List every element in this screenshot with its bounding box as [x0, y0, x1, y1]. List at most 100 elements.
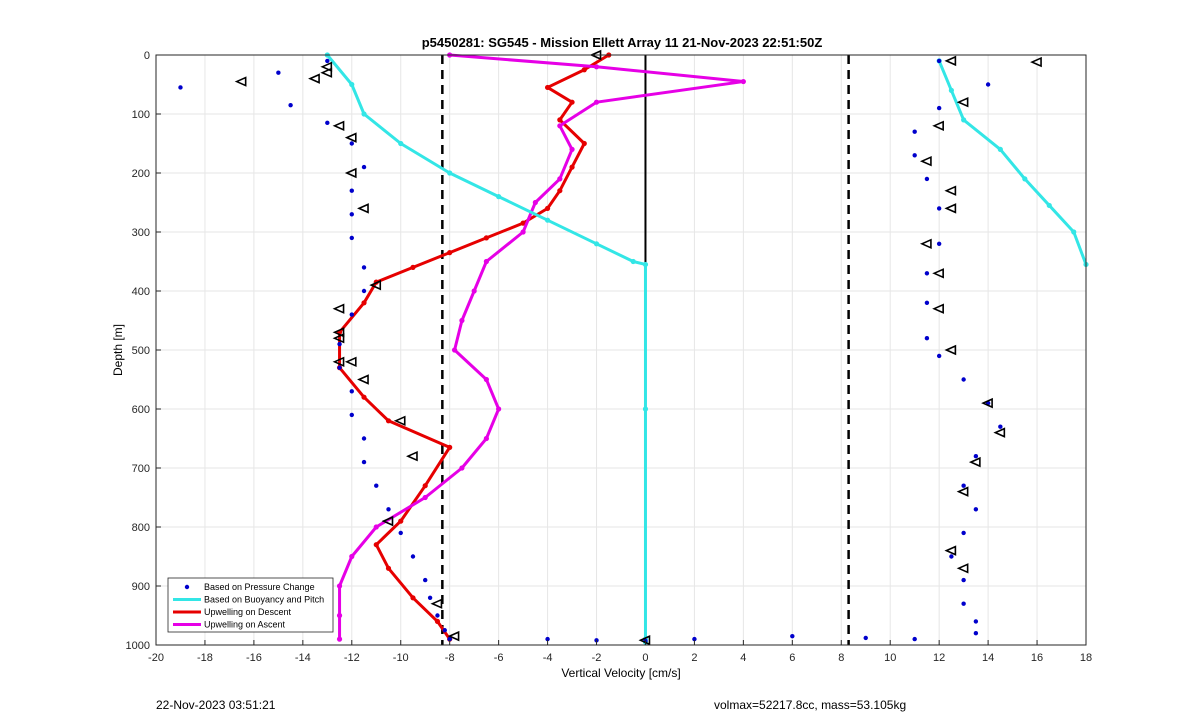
triangle-marker [393, 415, 406, 427]
pressure-change-point [349, 141, 354, 146]
triangle-marker [956, 486, 969, 497]
triangle-marker [406, 450, 418, 462]
pressure-change-point [442, 628, 447, 633]
x-tick-label: 6 [789, 652, 795, 664]
pressure-change-point [936, 241, 942, 246]
upwelling-on-ascent-point [532, 199, 538, 206]
pressure-change-point [936, 105, 942, 111]
pressure-change-point [361, 459, 367, 465]
legend-label: Upwelling on Descent [204, 607, 292, 617]
pressure-change-point [349, 212, 354, 217]
pressure-change-point [410, 554, 416, 559]
based-on-buoyancy-and-pitch-point [447, 170, 453, 176]
triangle-marker [919, 238, 932, 250]
legend-label: Upwelling on Ascent [204, 620, 286, 630]
triangle-marker [320, 61, 333, 73]
pressure-change-point [349, 389, 354, 394]
triangle-marker [993, 427, 1006, 438]
based-on-buoyancy-and-pitch-line [937, 60, 1088, 265]
triangle-marker [332, 356, 345, 368]
x-tick-label: 8 [838, 652, 844, 664]
upwelling-on-ascent-point [336, 583, 343, 589]
pressure-change-point [398, 530, 403, 536]
triangle-marker [932, 303, 944, 314]
x-tick-label: -6 [494, 652, 504, 664]
pressure-change-point [435, 613, 440, 618]
upwelling-on-descent-point [581, 140, 587, 147]
pressure-change-point [178, 85, 183, 90]
pressure-change-point [423, 577, 428, 583]
upwelling-on-descent-point [544, 205, 551, 211]
pressure-change-point [973, 507, 979, 512]
y-tick-label: 700 [132, 463, 150, 475]
upwelling-on-ascent-point [496, 406, 502, 412]
x-tick-label: -10 [393, 652, 409, 664]
pressure-change-point [973, 619, 979, 624]
triangle-marker [956, 96, 969, 108]
upwelling-on-ascent-point [593, 99, 600, 105]
pressure-change-point [361, 265, 367, 270]
based-on-buoyancy-and-pitch-point [398, 140, 404, 147]
pressure-change-point [973, 454, 979, 459]
based-on-buoyancy-and-pitch-point [630, 258, 636, 265]
triangle-marker [430, 598, 443, 609]
upwelling-on-descent-point [361, 394, 367, 400]
chart-title: p5450281: SG545 - Mission Ellett Array 1… [422, 35, 823, 50]
upwelling-on-ascent-point [740, 78, 746, 85]
based-on-buoyancy-and-pitch-point [361, 111, 367, 117]
legend-label: Based on Buoyancy and Pitch [204, 595, 324, 605]
pressure-change-point [337, 365, 342, 370]
triangle-marker [332, 120, 345, 132]
y-axis-label: Depth [m] [111, 324, 125, 376]
upwelling-on-ascent-point [459, 465, 465, 471]
x-tick-label: 12 [933, 652, 945, 664]
pressure-change-point [790, 633, 795, 639]
y-tick-label: 100 [132, 109, 150, 121]
upwelling-on-descent-point [581, 67, 587, 73]
upwelling-on-ascent-point [557, 123, 563, 129]
triangle-marker [369, 279, 382, 291]
triangle-marker [932, 120, 944, 132]
y-tick-label: 600 [132, 404, 150, 416]
pressure-change-point [361, 164, 367, 170]
upwelling-on-ascent-point [483, 376, 489, 383]
pressure-change-point [361, 436, 367, 441]
based-on-buoyancy-and-pitch-point [642, 406, 649, 412]
upwelling-on-descent-point [557, 188, 563, 194]
triangle-marker [944, 203, 957, 214]
x-tick-label: 2 [691, 652, 697, 664]
pressure-change-point [325, 58, 330, 64]
upwelling-on-descent-point [385, 418, 392, 424]
pressure-change-point [361, 288, 367, 294]
upwelling-on-descent-point [520, 220, 526, 226]
pressure-change-point [912, 153, 917, 158]
pressure-change-point [961, 377, 966, 382]
upwelling-on-ascent-point [520, 229, 526, 235]
y-tick-label: 800 [132, 522, 150, 534]
series-layer [178, 52, 1089, 645]
y-tick-label: 900 [132, 581, 150, 593]
x-tick-label: -14 [295, 652, 311, 664]
pressure-change-point [924, 336, 930, 341]
reference-lines [441, 55, 850, 645]
pressure-change-point [949, 554, 954, 559]
triangle-marker [234, 76, 247, 87]
upwelling-on-descent-point [373, 542, 379, 548]
y-tick-label: 300 [132, 227, 150, 239]
x-tick-label: 0 [642, 652, 648, 664]
triangle-marker [447, 630, 460, 642]
pressure-change-point [349, 412, 354, 418]
upwelling-on-descent-point [447, 444, 453, 450]
upwelling-on-ascent-point [483, 435, 489, 442]
x-tick-label: 14 [982, 652, 994, 664]
upwelling-on-ascent-point [557, 176, 563, 182]
pressure-change-point [936, 58, 942, 64]
pressure-change-point [961, 577, 966, 583]
pressure-change-point [545, 636, 550, 642]
based-on-buoyancy-and-pitch-point [642, 261, 649, 268]
based-on-buoyancy-and-pitch-point [593, 241, 600, 247]
pressure-change-point [447, 636, 452, 642]
pressure-change-point [924, 271, 930, 276]
based-on-buoyancy-and-pitch-point [948, 87, 954, 93]
triangle-marker [944, 545, 957, 556]
